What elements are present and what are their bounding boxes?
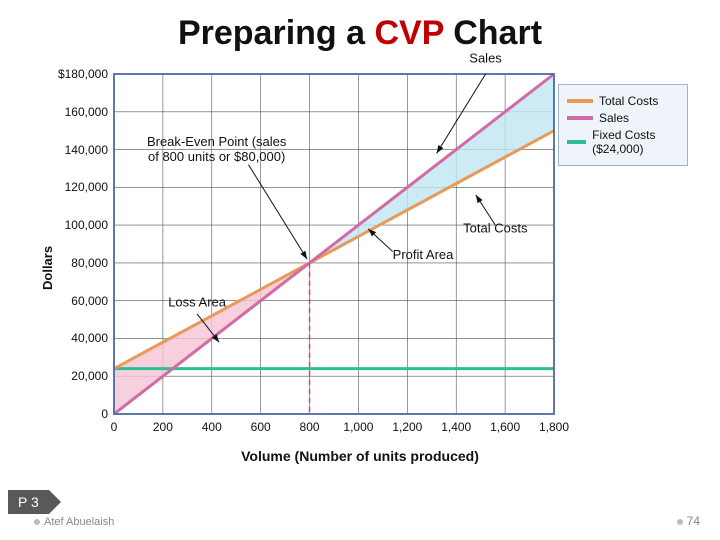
title-highlight: CVP [374,14,443,52]
x-tick: 800 [300,414,320,434]
y-tick: 140,000 [65,143,114,157]
x-tick: 1,200 [392,414,422,434]
legend-swatch [567,116,593,120]
x-tick: 400 [202,414,222,434]
plot-area: SalesTotal CostsProfit AreaLoss AreaBrea… [114,74,554,414]
legend-swatch [567,99,593,103]
x-axis-label: Volume (Number of units produced) [32,448,688,464]
y-tick: 20,000 [71,369,114,383]
slide-title: Preparing a CVP Chart [0,14,720,53]
legend-row: Fixed Costs ($24,000) [567,128,679,156]
y-tick: 100,000 [65,218,114,232]
slide: Preparing a CVP Chart Dollars Volume (Nu… [0,0,720,540]
y-tick: 160,000 [65,105,114,119]
y-tick: 40,000 [71,331,114,345]
p3-label: P 3 [8,490,49,514]
legend-label: Fixed Costs ($24,000) [592,128,679,156]
x-tick: 1,800 [539,414,569,434]
legend-swatch [567,140,586,144]
page-number: 74 [677,514,700,528]
svg-text:Total Costs: Total Costs [463,221,528,236]
x-tick: 1,600 [490,414,520,434]
y-tick: 120,000 [65,180,114,194]
bullet-icon [677,519,683,525]
svg-text:Loss Area: Loss Area [168,294,227,309]
p3-tag: P 3 [8,490,49,514]
y-tick: 80,000 [71,256,114,270]
page-number-text: 74 [687,514,700,528]
x-tick: 1,400 [441,414,471,434]
svg-text:Sales: Sales [469,51,502,66]
legend-label: Total Costs [599,94,658,108]
svg-text:of 800 units or $80,000): of 800 units or $80,000) [148,149,285,164]
title-pre: Preparing a [178,14,375,52]
svg-text:Profit Area: Profit Area [393,247,454,262]
y-tick: 60,000 [71,294,114,308]
y-tick: $180,000 [58,67,114,81]
bullet-icon [34,519,40,525]
legend-row: Total Costs [567,94,679,108]
x-tick: 600 [251,414,271,434]
x-tick: 0 [111,414,118,434]
y-axis-label: Dollars [40,246,55,290]
x-tick: 200 [153,414,173,434]
x-tick: 1,000 [343,414,373,434]
legend-box: Total Costs Sales Fixed Costs ($24,000) [558,84,688,166]
cvp-chart: Dollars Volume (Number of units produced… [32,70,688,470]
legend-label: Sales [599,111,629,125]
footer-author: Atef Abuelaish [34,516,114,528]
chart-svg: SalesTotal CostsProfit AreaLoss AreaBrea… [114,74,554,414]
svg-text:Break-Even Point (sales: Break-Even Point (sales [147,134,287,149]
legend-row: Sales [567,111,679,125]
title-post: Chart [444,14,542,52]
footer-text: Atef Abuelaish [44,516,114,528]
